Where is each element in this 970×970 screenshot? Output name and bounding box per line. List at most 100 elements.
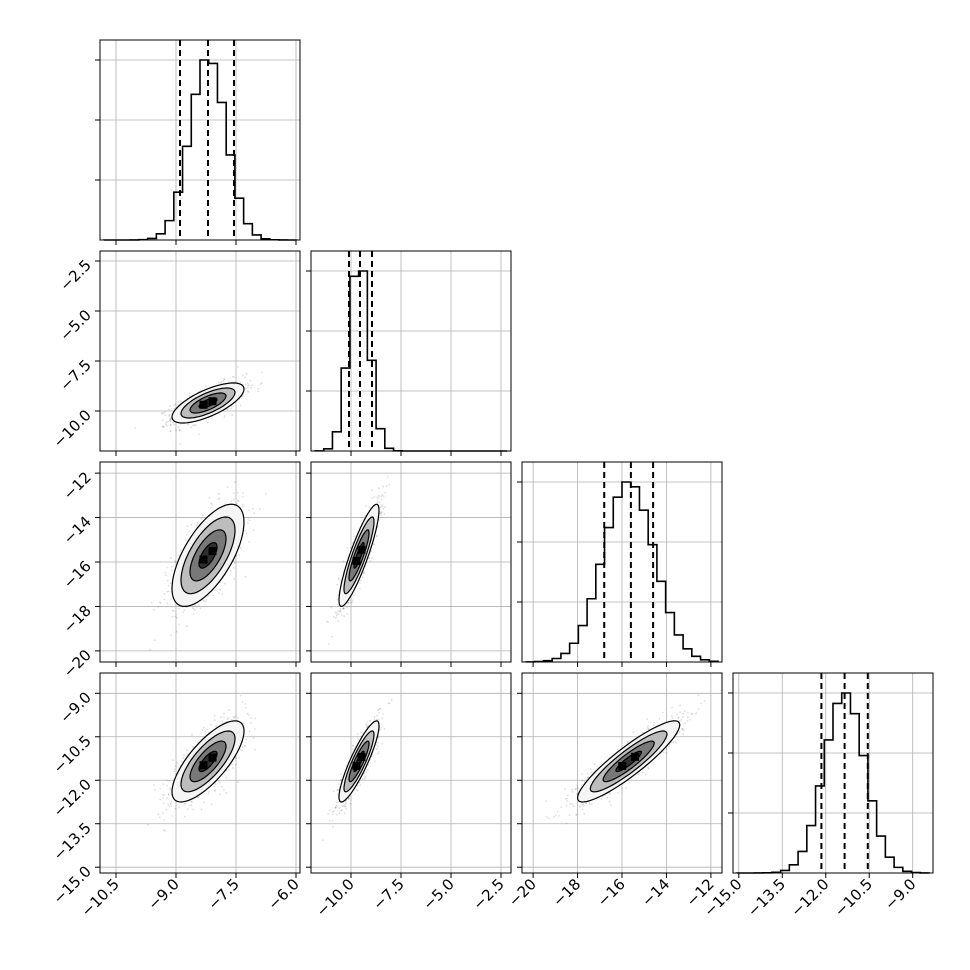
sample-point (337, 578, 340, 581)
sample-point (345, 764, 347, 767)
sample-point (360, 731, 363, 734)
panel-2-1 (306, 461, 512, 667)
sample-point (343, 615, 345, 617)
sample-point (332, 616, 335, 618)
sample-point (248, 384, 251, 387)
sample-point (617, 792, 619, 794)
sample-point (340, 778, 342, 781)
sample-point (376, 535, 378, 538)
sample-point (337, 800, 340, 803)
x-tick-label: −7.5 (204, 875, 242, 913)
sample-point (380, 495, 383, 497)
sample-point (223, 378, 226, 380)
sample-point (600, 798, 603, 800)
sample-point (376, 501, 379, 504)
density-peak (199, 761, 208, 770)
sample-point (647, 728, 650, 730)
sample-point (331, 810, 334, 813)
sample-point (198, 604, 200, 607)
sample-point (251, 384, 254, 386)
x-tick-label: −2.5 (469, 875, 507, 913)
sample-point (165, 423, 167, 426)
sample-point (219, 793, 222, 796)
sample-point (196, 522, 199, 524)
sample-point (232, 492, 235, 494)
y-tick-label: −10.0 (50, 406, 95, 451)
sample-point (166, 797, 168, 799)
sample-point (231, 375, 234, 378)
sample-point (191, 745, 194, 748)
sample-point (178, 428, 181, 431)
sample-point (379, 506, 382, 509)
sample-point (163, 794, 166, 797)
sample-point (169, 430, 172, 433)
sample-point (192, 613, 195, 615)
sample-point (213, 790, 216, 792)
y-tick-label: −7.5 (56, 356, 94, 394)
sample-point (335, 801, 338, 804)
sample-point (383, 513, 386, 516)
sample-point (167, 584, 170, 587)
sample-point (245, 372, 248, 375)
sample-point (367, 724, 369, 726)
sample-point (261, 382, 263, 384)
sample-point (377, 745, 379, 748)
sample-point (207, 793, 210, 795)
sample-point (233, 717, 236, 719)
sample-point (211, 503, 214, 506)
panel-3-0: −10.5 −9.0 −7.5 −6.0−15.0−13.5−12.0−10.5−9.… (50, 672, 303, 920)
sample-point (358, 782, 361, 784)
sample-point (248, 509, 251, 512)
sample-point (240, 547, 242, 550)
sample-point (230, 407, 233, 410)
sample-point (159, 602, 162, 605)
sample-point (342, 805, 345, 807)
sample-point (336, 598, 339, 601)
sample-point (169, 801, 172, 804)
sample-point (351, 542, 354, 544)
sample-point (342, 607, 345, 610)
sample-point (682, 728, 684, 730)
sample-point (356, 789, 358, 792)
sample-point (168, 805, 171, 807)
sample-point (359, 587, 361, 590)
sample-point (178, 429, 181, 432)
sample-point (171, 565, 174, 568)
sample-point (197, 796, 200, 799)
sample-point (188, 395, 191, 397)
sample-point (331, 819, 334, 822)
sample-point (347, 797, 350, 800)
sample-point (232, 567, 235, 569)
sample-point (179, 442, 182, 445)
sample-point (244, 387, 247, 390)
sample-point (169, 430, 172, 432)
sample-point (162, 783, 164, 785)
sample-point (332, 813, 334, 816)
density-peak (352, 761, 361, 770)
sample-point (338, 807, 341, 809)
sample-point (368, 506, 371, 509)
sample-point (247, 522, 249, 524)
sample-point (199, 607, 202, 609)
sample-point (264, 492, 267, 495)
sample-point (201, 729, 204, 732)
sample-point (351, 599, 354, 602)
sample-point (153, 639, 156, 642)
sample-point (244, 703, 247, 705)
sample-point (217, 592, 220, 595)
sample-point (163, 410, 166, 413)
panel-frame (310, 672, 512, 874)
sample-point (341, 805, 344, 808)
sample-point (153, 788, 156, 791)
sample-point (221, 593, 224, 595)
sample-point (202, 514, 204, 517)
sample-point (571, 791, 574, 793)
sample-point (153, 608, 156, 611)
sample-point (384, 491, 386, 494)
sample-point (167, 803, 170, 806)
sample-point (210, 723, 212, 726)
x-tick-label: −5.0 (419, 875, 457, 913)
sample-point (159, 601, 161, 604)
sample-point (244, 529, 246, 532)
sample-point (332, 826, 334, 828)
